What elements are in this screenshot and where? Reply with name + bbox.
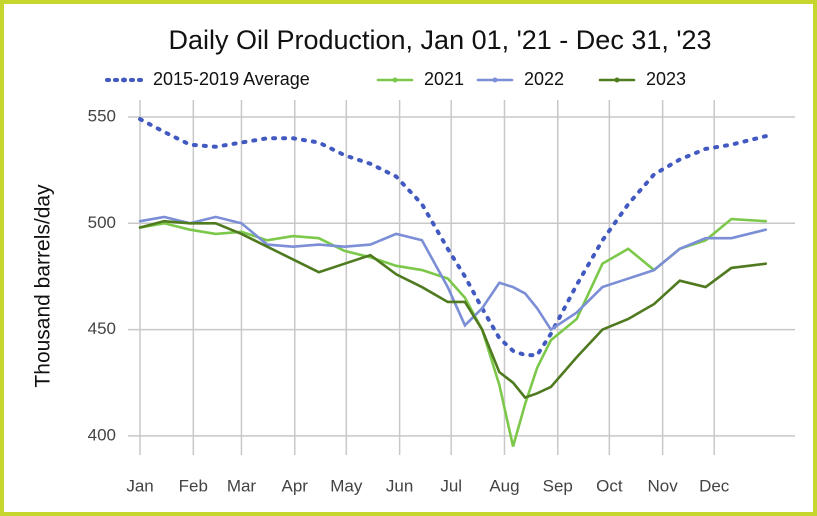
series-line [138,117,768,358]
y-tick-label: 550 [88,106,116,125]
x-tick-label: Nov [648,476,679,495]
legend-dot [121,77,127,83]
y-tick-label: 450 [88,319,116,338]
x-tick-label: Jun [386,476,413,495]
y-tick-label: 500 [88,213,116,232]
legend-label: 2021 [424,69,464,89]
legend-label: 2023 [646,69,686,89]
y-tick-label: 400 [88,425,116,444]
x-tick-label: Aug [489,476,519,495]
legend-dot [492,77,498,83]
x-tick-label: May [330,476,363,495]
x-tick-label: Sep [543,476,573,495]
legend-label: 2015-2019 Average [153,69,310,89]
x-tick-label: Jan [126,476,153,495]
x-tick-label: Jul [440,476,462,495]
series-line [138,219,768,400]
x-tick-label: Mar [227,476,257,495]
y-axis-label: Thousand barrels/day [32,184,55,388]
x-tick-label: Oct [596,476,623,495]
legend-dot [614,77,620,83]
x-tick-label: Dec [699,476,730,495]
x-tick-label: Feb [179,476,208,495]
x-tick-label: Apr [282,476,309,495]
chart-title: Daily Oil Production, Jan 01, '21 - Dec … [168,25,711,55]
legend-label: 2022 [524,69,564,89]
legend-dot [392,77,398,83]
